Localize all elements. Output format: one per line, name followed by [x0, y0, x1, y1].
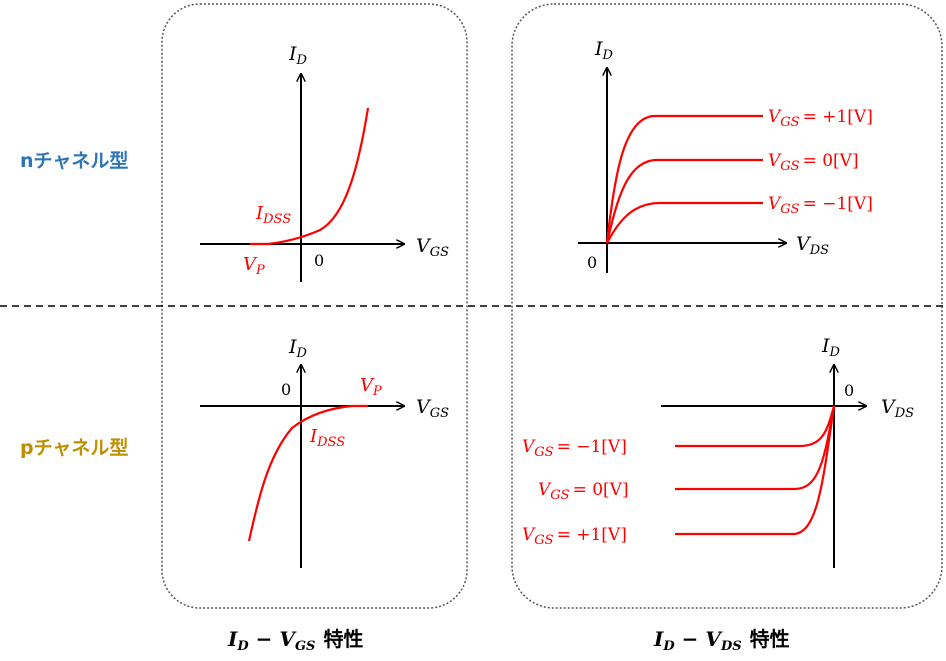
curve-label-vgs-minus1: VGS = −1[V] — [768, 194, 873, 217]
vp-label: VP — [360, 375, 382, 399]
curve-label-vgs-plus1: VGS = +1[V] — [768, 107, 873, 130]
idss-label: IDSS — [309, 426, 345, 450]
n-output-plot: ID VDS 0 VGS = +1[V] VGS = 0[V] VGS = −1[V] — [578, 38, 873, 273]
origin-zero: 0 — [314, 251, 324, 270]
id-axis-label: ID — [821, 335, 841, 360]
p-transfer-plot: ID VGS 0 VP IDSS — [200, 336, 449, 568]
origin-zero: 0 — [844, 381, 854, 400]
vds-axis-label: VDS — [881, 396, 914, 421]
id-axis-label: ID — [288, 336, 308, 361]
origin-zero: 0 — [587, 253, 597, 272]
n-channel-label: nチャネル型 — [20, 149, 128, 172]
vp-label: VP — [243, 254, 265, 278]
curve-vgs-0 — [675, 405, 836, 491]
idss-label: IDSS — [255, 203, 291, 227]
curve-label-vgs-plus1: VGS = +1[V] — [522, 525, 627, 548]
curve-vgs-0 — [605, 158, 763, 244]
id-axis-label: ID — [288, 43, 308, 68]
origin-zero: 0 — [281, 380, 291, 399]
curve-vgs-minus1 — [606, 201, 763, 244]
id-axis-label: ID — [594, 38, 614, 63]
vgs-axis-label: VGS — [416, 396, 449, 421]
p-output-plot: ID VDS 0 VGS = −1[V] VGS = 0[V] VGS = +1[V] — [522, 335, 914, 568]
p-channel-label: pチャネル型 — [20, 436, 128, 459]
vds-axis-label: VDS — [796, 233, 829, 258]
right-panel-frame — [511, 3, 943, 609]
vgs-axis-label: VGS — [416, 235, 449, 260]
transfer-curve — [247, 404, 368, 542]
curve-label-vgs-minus1: VGS = −1[V] — [522, 437, 627, 460]
curve-vgs-plus1 — [605, 114, 763, 244]
caption-id-vds: ID − VDS 特性 — [653, 627, 790, 654]
transfer-curve — [250, 107, 370, 246]
curve-label-vgs-0: VGS = 0[V] — [538, 480, 629, 503]
caption-id-vgs: ID − VGS 特性 — [227, 627, 363, 654]
n-transfer-plot: ID VGS 0 VP IDSS — [200, 43, 449, 282]
curve-vgs-minus1 — [675, 405, 836, 448]
curve-vgs-plus1 — [675, 405, 836, 536]
curve-label-vgs-0: VGS = 0[V] — [768, 151, 859, 174]
